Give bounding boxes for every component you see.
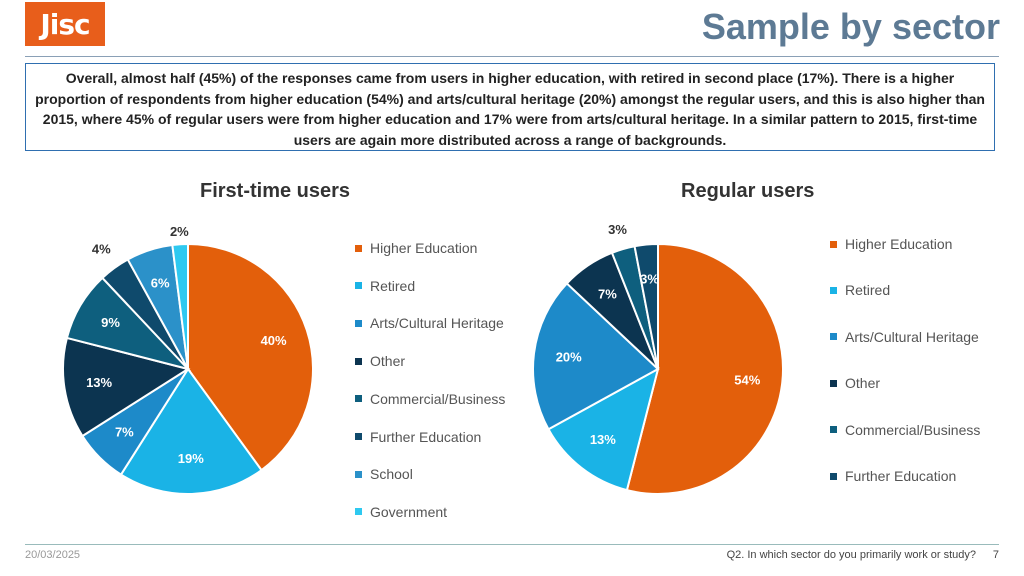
- slice-1-higher-education: [625, 242, 784, 495]
- legend-swatch: [355, 282, 362, 290]
- page-number: 7: [992, 549, 999, 561]
- slice-1-arts-cultural-heritage: [532, 282, 660, 431]
- chart-title-first-time: First-time users: [200, 180, 351, 202]
- slice-label-0-commercial-business: 9%: [101, 315, 120, 330]
- legend-swatch: [355, 470, 362, 478]
- legend-item-commercial-business: Commercial/Business: [830, 422, 980, 438]
- legend-label: School: [370, 466, 413, 483]
- legend-label: Arts/Cultural Heritage: [370, 315, 504, 332]
- legend-swatch: [830, 472, 837, 480]
- chart-title-regular: Regular users: [681, 180, 815, 202]
- legend-item-further-education: Further Education: [355, 429, 481, 445]
- slice-label-0-further-education: 4%: [92, 242, 111, 257]
- slice-0-government: [171, 242, 189, 370]
- legend-swatch: [830, 286, 837, 294]
- slice-1-further-education: [633, 242, 659, 370]
- legend-swatch: [355, 395, 362, 403]
- legend-label: Commercial/Business: [845, 421, 981, 438]
- slice-label-0-higher-education: 40%: [261, 333, 287, 348]
- legend-label: Further Education: [845, 468, 957, 484]
- legend-item-other: Other: [355, 353, 405, 369]
- jisc-logo: Jisc: [25, 2, 105, 46]
- legend-swatch: [355, 319, 362, 327]
- logo-text: Jisc: [40, 7, 90, 41]
- header-divider: [25, 56, 999, 57]
- page-title: Sample by sector: [701, 6, 1000, 47]
- legend-label: Retired: [845, 282, 891, 299]
- slice-0-retired: [119, 367, 263, 495]
- slice-label-1-further-education: 3%: [640, 271, 659, 286]
- legend-item-arts-cultural-heritage: Arts/Cultural Heritage: [355, 315, 504, 331]
- footer-question: Q2. In which sector do you primarily wor…: [726, 549, 976, 561]
- slice-label-0-government: 2%: [170, 224, 189, 239]
- legend-label: Government: [370, 503, 448, 520]
- legend-swatch: [830, 333, 837, 341]
- legend-item-other: Other: [830, 375, 880, 391]
- legend-swatch: [830, 240, 837, 248]
- legend-label: Other: [845, 375, 881, 392]
- legend-item-government: Government: [355, 504, 447, 520]
- legend-swatch: [830, 379, 837, 387]
- legend-item-commercial-business: Commercial/Business: [355, 391, 505, 407]
- footer-divider: [25, 544, 999, 545]
- slice-0-other: [62, 336, 191, 438]
- legend-label: Retired: [370, 277, 416, 294]
- legend-item-higher-education: Higher Education: [830, 236, 952, 252]
- slice-label-1-arts-cultural-heritage: 20%: [556, 350, 582, 365]
- slice-label-0-other: 13%: [86, 375, 112, 390]
- legend-swatch: [355, 508, 362, 516]
- legend-label: Arts/Cultural Heritage: [845, 328, 979, 345]
- slice-1-retired: [547, 367, 660, 492]
- slice-label-1-higher-education: 54%: [734, 372, 760, 387]
- legend-swatch: [355, 357, 362, 365]
- legend-label: Other: [370, 353, 406, 370]
- legend-label: Further Education: [370, 428, 482, 445]
- legend-swatch: [355, 433, 362, 440]
- legend-item-arts-cultural-heritage: Arts/Cultural Heritage: [830, 329, 979, 345]
- slice-label-0-school: 6%: [151, 275, 170, 290]
- slice-label-1-other: 7%: [598, 287, 617, 302]
- slice-label-1-retired: 13%: [590, 432, 616, 447]
- legend-item-further-education: Further Education: [830, 468, 956, 484]
- legend-swatch: [355, 244, 362, 252]
- footer-date: 20/03/2025: [25, 549, 81, 561]
- legend-item-retired: Retired: [355, 278, 415, 294]
- slice-0-higher-education: [187, 242, 314, 472]
- legend-label: Commercial/Business: [370, 390, 506, 407]
- slice-label-1-commercial-business: 3%: [608, 222, 627, 237]
- legend-label: Higher Education: [370, 240, 478, 256]
- legend-item-higher-education: Higher Education: [355, 240, 477, 256]
- slice-label-0-retired: 19%: [178, 451, 204, 466]
- summary-box: Overall, almost half (45%) of the respon…: [25, 63, 995, 151]
- legend-label: Higher Education: [845, 236, 953, 252]
- legend-swatch: [830, 426, 837, 434]
- slice-label-0-arts-cultural-heritage: 7%: [115, 425, 134, 440]
- legend-item-school: School: [355, 466, 413, 482]
- legend-item-retired: Retired: [830, 282, 890, 298]
